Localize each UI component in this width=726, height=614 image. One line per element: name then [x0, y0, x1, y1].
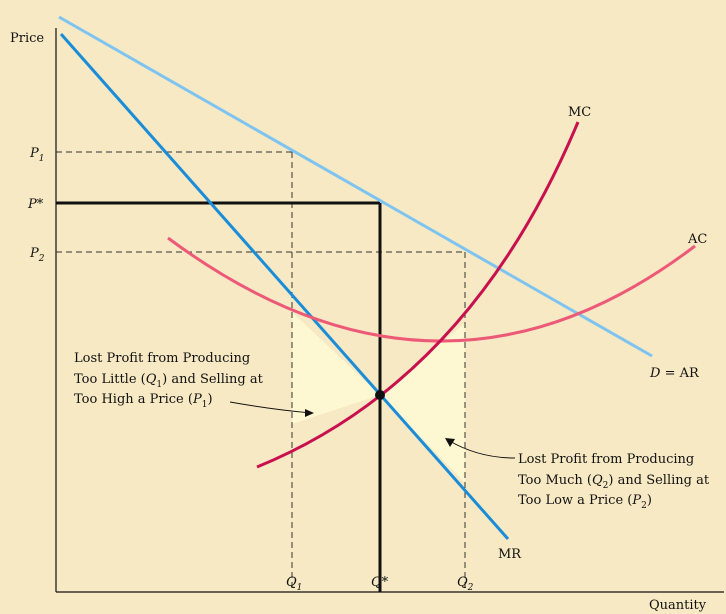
mc-curve	[256, 121, 580, 469]
ac-curve	[167, 236, 696, 343]
annotation-too-much-line2: Too Much (Q2) and Selling at	[518, 473, 710, 491]
y-axis-title: Price	[10, 31, 44, 46]
annotation-too-much-line3: Too Low a Price (P2)	[518, 493, 652, 511]
annotation-too-much-arrow	[447, 439, 516, 459]
annotation-too-much-line1: Lost Profit from Producing	[518, 452, 694, 467]
demand-label: D = AR	[649, 366, 700, 381]
annotation-too-little-line1: Lost Profit from Producing	[74, 351, 250, 366]
guide-lines	[56, 151, 466, 592]
annotation-too-little-arrow	[229, 401, 313, 414]
demand-curve	[58, 15, 653, 358]
q1-label: Q1	[286, 575, 302, 593]
optimum-point	[375, 390, 385, 400]
lost-profit-region-too-little	[292, 312, 380, 424]
qstar-label: Q*	[371, 575, 389, 590]
annotation-too-little: Lost Profit from Producing Too Little (Q…	[74, 351, 314, 417]
mc-label: MC	[568, 105, 591, 120]
mr-label: MR	[498, 547, 522, 562]
q2-label: Q2	[457, 575, 474, 593]
lost-profit-region-too-much	[380, 323, 465, 483]
annotation-too-much: Lost Profit from Producing Too Much (Q2)…	[445, 438, 710, 511]
annotation-too-little-line3: Too High a Price (P1)	[74, 392, 213, 410]
p1-label: P1	[29, 146, 44, 164]
annotation-too-little-line2: Too Little (Q1) and Selling at	[74, 372, 264, 390]
mr-curve	[59, 33, 510, 540]
annotation-too-much-arrowhead	[445, 438, 455, 447]
p2-label: P2	[29, 246, 45, 264]
x-axis-title: Quantity	[649, 598, 707, 613]
pstar-label: P*	[27, 197, 44, 212]
annotation-too-little-arrowhead	[305, 409, 314, 417]
ac-label: AC	[687, 232, 707, 247]
